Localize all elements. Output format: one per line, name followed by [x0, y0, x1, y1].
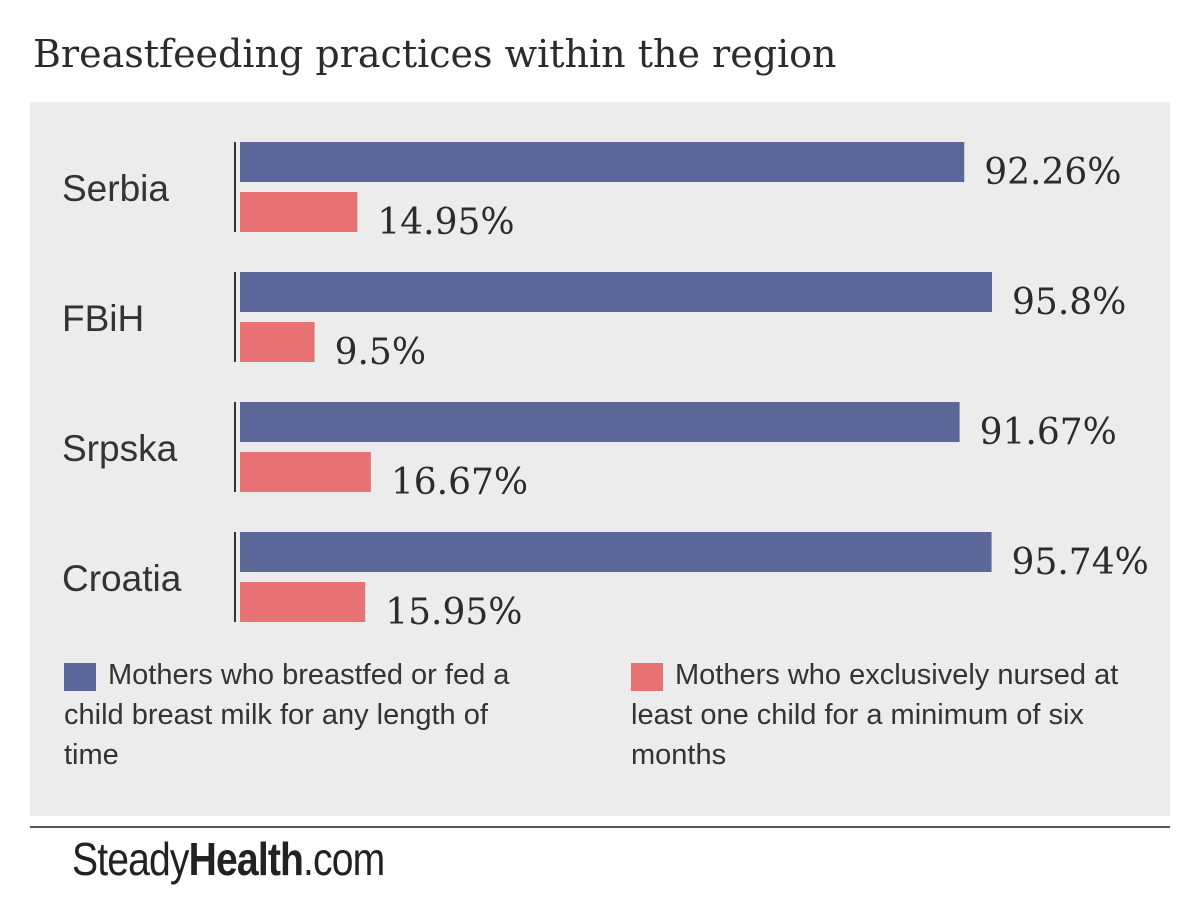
legend-item-series-1: Mothers who breastfed or fed a child bre…	[64, 655, 534, 775]
brand-part-3: .com	[303, 833, 385, 885]
category-label: FBiH	[62, 298, 144, 339]
data-label-series-1: 95.74%	[1012, 542, 1149, 583]
bar-series-1	[240, 532, 992, 572]
bar-chart: Serbia 92.26% 14.95% FBiH 95.8% 9.5% Srpska 91.…	[62, 142, 1149, 633]
data-label-series-2: 14.95%	[377, 202, 514, 243]
data-label-series-2: 9.5%	[335, 332, 426, 373]
data-label-series-1: 91.67%	[980, 412, 1117, 453]
chart-panel	[30, 102, 1170, 816]
bar-series-1	[240, 402, 960, 442]
category-label: Serbia	[62, 168, 169, 209]
legend-label-series-2: Mothers who exclusively nursed at least …	[631, 659, 1119, 771]
brand-part-1: Steady	[72, 833, 189, 885]
data-label-series-2: 15.95%	[385, 592, 522, 633]
footer-divider	[30, 826, 1170, 828]
data-label-series-2: 16.67%	[391, 462, 528, 503]
chart-title: Breastfeeding practices within the regio…	[33, 32, 837, 76]
bar-series-1	[240, 142, 965, 182]
data-label-series-1: 95.8%	[1012, 282, 1126, 323]
bar-series-2	[240, 452, 371, 492]
legend-swatch-series-2	[631, 663, 663, 691]
category-label: Srpska	[62, 428, 178, 469]
brand-logo: SteadyHealth.com	[72, 832, 385, 886]
bar-series-2	[240, 582, 366, 622]
category-label: Croatia	[62, 558, 182, 599]
bar-series-2	[240, 192, 358, 232]
bar-series-2	[240, 322, 315, 362]
brand-part-2: Health	[188, 833, 304, 885]
legend-swatch-series-1	[64, 663, 96, 691]
legend-label-series-1: Mothers who breastfed or fed a child bre…	[64, 659, 510, 771]
bar-series-1	[240, 272, 993, 312]
data-label-series-1: 92.26%	[984, 152, 1121, 193]
legend-item-series-2: Mothers who exclusively nursed at least …	[631, 655, 1121, 775]
